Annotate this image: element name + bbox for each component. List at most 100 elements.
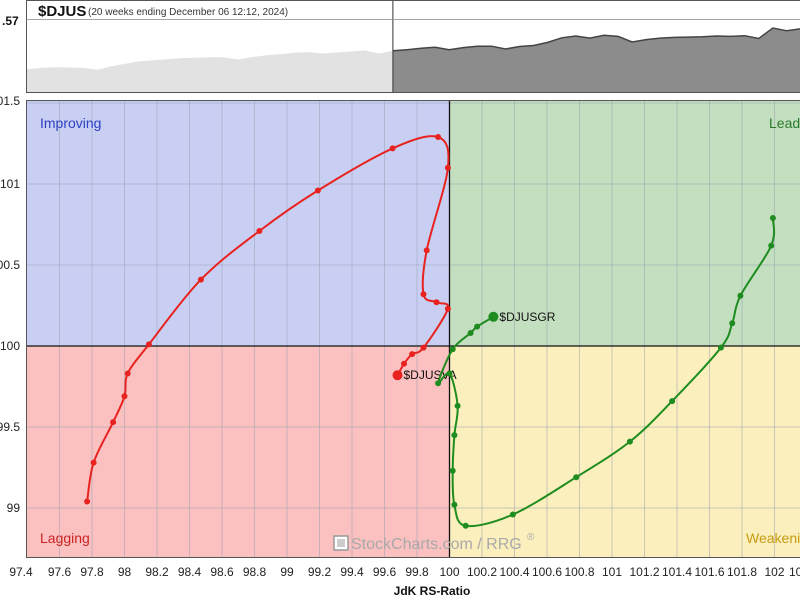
watermark-registered-mark: ®	[527, 532, 535, 543]
series-label: $DJUSGR	[499, 310, 555, 324]
series-trail-point	[509, 511, 516, 518]
series-trail-point	[449, 467, 456, 474]
x-tick-label: 100.2	[467, 565, 497, 579]
benchmark-panel: $DJUS (20 weeks ending December 06 12:12,…	[2, 0, 800, 93]
series-trail-point	[446, 370, 453, 377]
y-tick-label: 99	[7, 501, 21, 515]
series-trail-point	[444, 305, 451, 312]
series-trail-point	[444, 164, 451, 171]
quadrant-lagging	[27, 346, 450, 558]
series-trail-point	[409, 351, 416, 358]
x-tick-label: 102	[789, 565, 800, 579]
x-tick-label: 100.8	[564, 565, 594, 579]
y-tick-label: 101	[0, 177, 20, 191]
stockcharts-logo-icon-inner	[337, 539, 345, 547]
x-tick-label: 98	[118, 565, 132, 579]
series-trail-point	[454, 402, 461, 409]
x-tick-label: 99	[280, 565, 294, 579]
series-trail-point	[769, 215, 776, 221]
series-trail-point	[729, 320, 736, 327]
x-tick-label: 101	[602, 565, 622, 579]
plot-frame	[26, 100, 800, 558]
quadrant-label-improving: Improving	[40, 115, 101, 131]
series-trail-point	[145, 341, 152, 348]
series-trail-point	[433, 299, 440, 306]
x-tick-label: 97.6	[48, 565, 72, 579]
series-trail-point	[626, 438, 633, 445]
x-tick-label: 98.4	[178, 565, 202, 579]
x-tick-label: 100	[439, 565, 459, 579]
series-trail-point	[124, 370, 131, 377]
series-trail-point	[451, 432, 458, 439]
series-trail-point	[314, 187, 321, 194]
x-tick-label: 99.2	[308, 565, 332, 579]
quadrant-improving	[27, 101, 450, 346]
watermark: StockCharts.com / RRG ®	[333, 532, 535, 553]
series-head-point	[488, 311, 499, 322]
benchmark-tail-line	[392, 27, 800, 52]
series-trail-point	[717, 344, 724, 351]
series-trail-point	[435, 134, 442, 140]
x-tick-label: 102	[764, 565, 784, 579]
series-trails: $DJUSVA$DJUSGR	[84, 134, 776, 529]
benchmark-tail-area	[392, 28, 800, 92]
y-tick-label: 100.5	[0, 258, 20, 272]
x-tick-label: 99.8	[405, 565, 429, 579]
series-trail-point	[462, 522, 469, 529]
series-trail-point	[197, 276, 204, 283]
y-tick-label: 99.5	[0, 420, 20, 434]
x-tick-label: 99.4	[340, 565, 364, 579]
series-trail-point	[420, 344, 427, 351]
series-trail-point	[256, 228, 263, 234]
series-trail-point	[110, 419, 117, 426]
x-axis-label: JdK RS-Ratio	[394, 584, 471, 598]
series-trail-point	[474, 323, 481, 330]
center-axes	[27, 101, 800, 558]
x-tick-label: 100.4	[499, 565, 529, 579]
axis-tick-labels: 97.4 97.6 97.8 98 98.2 98.4 98.6 98.8 99 99.2 99.4…	[0, 94, 800, 579]
series-trail-point	[467, 330, 474, 336]
series-trail-point	[669, 398, 676, 405]
series-trail-point	[420, 291, 427, 298]
quadrant-labels: Improving Leading Lagging Weakening	[40, 115, 800, 546]
x-tick-label: 101.4	[662, 565, 692, 579]
series-trail-point	[435, 380, 442, 387]
series-trail-point	[737, 292, 744, 299]
quadrant-label-lagging: Lagging	[40, 530, 90, 546]
x-tick-label: 98.6	[210, 565, 234, 579]
x-tick-label: 97.8	[80, 565, 104, 579]
y-tick-label: 101.5	[0, 94, 20, 108]
x-tick-label: 101.8	[727, 565, 757, 579]
series-trail-point	[389, 145, 396, 152]
benchmark-value: .57	[2, 14, 19, 28]
quadrant-weakening	[449, 346, 800, 558]
series-trail-point	[451, 501, 458, 508]
series-trail-point	[423, 247, 430, 254]
series-trail-point	[449, 346, 456, 353]
series-trail-point	[90, 459, 97, 466]
benchmark-symbol: $DJUS	[38, 3, 86, 20]
benchmark-history-area	[27, 50, 393, 92]
quadrant-label-leading: Leading	[769, 115, 800, 131]
series-trail-point	[768, 242, 775, 249]
series-trail-point	[121, 393, 128, 400]
quadrant-label-weakening: Weakening	[746, 530, 800, 546]
series-trail-point	[573, 474, 580, 481]
x-tick-label: 100.6	[532, 565, 562, 579]
x-tick-label: 98.2	[145, 565, 169, 579]
series-trail-line	[86, 135, 450, 502]
x-tick-label: 97.4	[9, 565, 33, 579]
x-tick-label: 101.6	[694, 565, 724, 579]
series-trail-point	[84, 498, 91, 505]
x-tick-label: 101.2	[629, 565, 659, 579]
quadrant-backgrounds	[27, 101, 800, 558]
series-trail-point	[401, 360, 407, 367]
x-tick-label: 99.6	[373, 565, 397, 579]
benchmark-subtitle: (20 weeks ending December 06 12:12, 2024…	[88, 7, 288, 18]
series-head-point	[392, 370, 403, 381]
series-trail-line	[437, 217, 776, 528]
watermark-text: StockCharts.com / RRG	[351, 536, 522, 553]
x-tick-label: 98.8	[243, 565, 267, 579]
